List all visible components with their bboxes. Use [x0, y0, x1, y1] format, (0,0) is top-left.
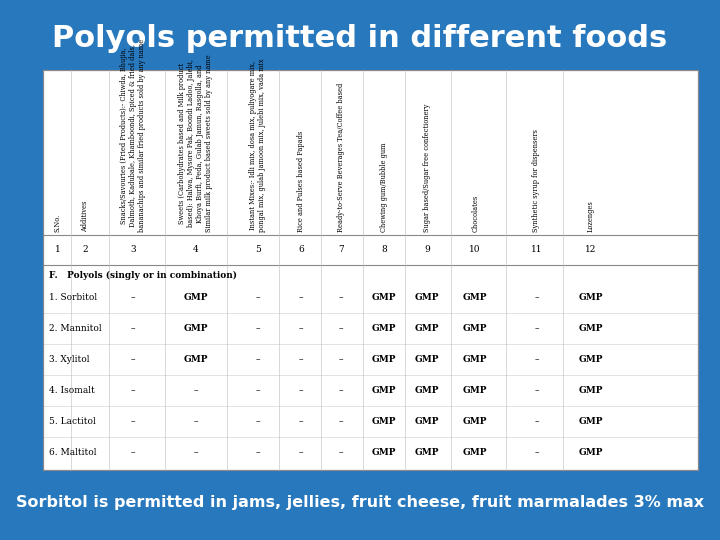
Text: –: –	[534, 417, 539, 426]
Text: 11: 11	[531, 245, 542, 254]
Text: –: –	[256, 293, 260, 302]
Text: Additives: Additives	[81, 201, 89, 232]
Text: –: –	[194, 448, 198, 457]
Text: Lozenges: Lozenges	[586, 200, 595, 232]
Text: GMP: GMP	[578, 324, 603, 333]
Text: –: –	[299, 386, 303, 395]
Text: –: –	[299, 324, 303, 333]
Text: –: –	[534, 324, 539, 333]
Text: GMP: GMP	[372, 448, 396, 457]
Text: –: –	[299, 448, 303, 457]
Text: 5: 5	[255, 245, 261, 254]
Text: GMP: GMP	[415, 324, 439, 333]
Text: 12: 12	[585, 245, 596, 254]
Text: –: –	[534, 293, 539, 302]
Text: GMP: GMP	[463, 386, 487, 395]
Text: Rice and Pulses based Papads: Rice and Pulses based Papads	[297, 131, 305, 232]
Text: 2. Mannitol: 2. Mannitol	[49, 324, 102, 333]
Text: GMP: GMP	[578, 417, 603, 426]
Text: GMP: GMP	[184, 355, 208, 364]
Text: Ready-to-Serve Beverages Tea/Coffee based: Ready-to-Serve Beverages Tea/Coffee base…	[337, 83, 346, 232]
Text: Sugar based/Sugar free confectionery: Sugar based/Sugar free confectionery	[423, 104, 431, 232]
Text: –: –	[194, 386, 198, 395]
Text: –: –	[339, 448, 343, 457]
Text: GMP: GMP	[578, 448, 603, 457]
Text: –: –	[339, 293, 343, 302]
Text: 7: 7	[338, 245, 344, 254]
Text: –: –	[256, 417, 260, 426]
Text: –: –	[131, 386, 135, 395]
Text: –: –	[131, 293, 135, 302]
Text: 6: 6	[298, 245, 304, 254]
Text: –: –	[256, 448, 260, 457]
Text: GMP: GMP	[463, 417, 487, 426]
Text: –: –	[534, 448, 539, 457]
Text: GMP: GMP	[463, 355, 487, 364]
Text: –: –	[256, 324, 260, 333]
Text: –: –	[256, 355, 260, 364]
Text: Chewing gum/Bubble gum: Chewing gum/Bubble gum	[379, 143, 388, 232]
Text: GMP: GMP	[578, 386, 603, 395]
Text: 2: 2	[82, 245, 88, 254]
Text: –: –	[534, 386, 539, 395]
Text: –: –	[299, 293, 303, 302]
Text: –: –	[194, 417, 198, 426]
Text: –: –	[299, 355, 303, 364]
Text: GMP: GMP	[184, 324, 208, 333]
Text: Sorbitol is permitted in jams, jellies, fruit cheese, fruit marmalades 3% max: Sorbitol is permitted in jams, jellies, …	[16, 495, 704, 510]
Text: –: –	[131, 417, 135, 426]
Text: GMP: GMP	[578, 355, 603, 364]
Text: 6. Maltitol: 6. Maltitol	[49, 448, 96, 457]
Text: –: –	[534, 355, 539, 364]
Text: GMP: GMP	[415, 448, 439, 457]
Text: GMP: GMP	[372, 355, 396, 364]
Text: 1: 1	[55, 245, 60, 254]
Text: 4. Isomalt: 4. Isomalt	[49, 386, 95, 395]
FancyBboxPatch shape	[43, 70, 698, 470]
Text: 10: 10	[469, 245, 481, 254]
Text: F.   Polyols (singly or in combination): F. Polyols (singly or in combination)	[49, 271, 237, 280]
Text: GMP: GMP	[372, 293, 396, 302]
Text: GMP: GMP	[372, 324, 396, 333]
Text: GMP: GMP	[463, 448, 487, 457]
Text: –: –	[339, 324, 343, 333]
Text: –: –	[339, 355, 343, 364]
Text: GMP: GMP	[415, 417, 439, 426]
Text: S.No.: S.No.	[53, 214, 62, 232]
Text: –: –	[339, 417, 343, 426]
Text: 4: 4	[193, 245, 199, 254]
Text: 9: 9	[424, 245, 430, 254]
Text: Chocolates: Chocolates	[471, 195, 480, 232]
Text: 5. Lactitol: 5. Lactitol	[49, 417, 96, 426]
Text: 3. Xylitol: 3. Xylitol	[49, 355, 89, 364]
Text: –: –	[256, 386, 260, 395]
Text: –: –	[131, 324, 135, 333]
Text: GMP: GMP	[415, 355, 439, 364]
Text: GMP: GMP	[578, 293, 603, 302]
Text: Instant Mixes:- Idli mix, dosa mix, puliyogare mix,
pongal mix, gulab jamoon mix: Instant Mixes:- Idli mix, dosa mix, puli…	[249, 59, 266, 232]
Text: Snacks/Savouries (Fried Products):- Chiwda, Bhujia,
Dalmoth, Kadubale, Khamboond: Snacks/Savouries (Fried Products):- Chiw…	[120, 39, 146, 232]
Text: Polyols permitted in different foods: Polyols permitted in different foods	[53, 24, 667, 53]
Text: GMP: GMP	[372, 386, 396, 395]
Text: GMP: GMP	[372, 417, 396, 426]
Text: Sweets (Carbohydrates based and Milk product
based): Halwa, Mysore Pak, Boondi L: Sweets (Carbohydrates based and Milk pro…	[179, 55, 213, 232]
Text: 1. Sorbitol: 1. Sorbitol	[49, 293, 97, 302]
Text: GMP: GMP	[415, 293, 439, 302]
Text: –: –	[299, 417, 303, 426]
Text: –: –	[339, 386, 343, 395]
Text: –: –	[131, 355, 135, 364]
Text: –: –	[131, 448, 135, 457]
Text: GMP: GMP	[463, 293, 487, 302]
Text: Synthetic syrup for dispensers: Synthetic syrup for dispensers	[532, 129, 541, 232]
Text: GMP: GMP	[415, 386, 439, 395]
Text: 3: 3	[130, 245, 136, 254]
Text: 8: 8	[381, 245, 387, 254]
Text: GMP: GMP	[463, 324, 487, 333]
Text: GMP: GMP	[184, 293, 208, 302]
